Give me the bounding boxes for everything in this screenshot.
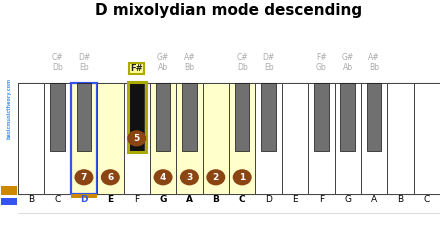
Bar	[182, 83, 197, 151]
Bar	[341, 83, 355, 151]
Text: 5: 5	[134, 134, 140, 143]
Text: F: F	[134, 195, 139, 204]
Text: D#: D#	[78, 53, 90, 62]
Bar	[18, 83, 44, 194]
Bar	[261, 83, 276, 151]
Circle shape	[74, 169, 93, 185]
Text: F#: F#	[130, 64, 143, 73]
Text: A: A	[186, 195, 193, 204]
Bar	[308, 83, 334, 194]
Bar	[334, 83, 361, 194]
Text: A#: A#	[183, 53, 195, 62]
Circle shape	[233, 169, 252, 185]
Text: 6: 6	[107, 173, 114, 182]
Bar	[129, 83, 144, 151]
Circle shape	[101, 169, 120, 185]
Text: G: G	[159, 195, 167, 204]
Bar	[71, 194, 97, 198]
Text: E: E	[292, 195, 298, 204]
Text: A: A	[371, 195, 377, 204]
Circle shape	[180, 169, 199, 185]
Text: A#: A#	[368, 53, 380, 62]
Text: 1: 1	[239, 173, 246, 182]
Text: C: C	[239, 195, 246, 204]
Bar	[203, 83, 229, 194]
Text: G: G	[344, 195, 351, 204]
Text: B: B	[397, 195, 403, 204]
Text: Db: Db	[52, 63, 63, 72]
Text: C#: C#	[52, 53, 63, 62]
Bar	[71, 83, 97, 194]
Circle shape	[154, 169, 172, 185]
Bar	[50, 83, 65, 151]
Bar	[97, 83, 124, 194]
Bar	[150, 83, 176, 194]
Bar	[235, 83, 249, 151]
Text: Bb: Bb	[369, 63, 379, 72]
Bar	[44, 83, 71, 194]
Bar	[77, 83, 91, 151]
Circle shape	[127, 130, 146, 146]
Text: C#: C#	[236, 53, 248, 62]
Text: 3: 3	[186, 173, 193, 182]
Text: Db: Db	[237, 63, 248, 72]
Text: 7: 7	[81, 173, 87, 182]
Text: E: E	[107, 195, 114, 204]
Bar	[367, 83, 381, 151]
Text: Ab: Ab	[158, 63, 168, 72]
Bar	[18, 83, 440, 194]
Bar	[1, 186, 17, 195]
Bar	[156, 83, 170, 151]
Text: F#: F#	[316, 53, 326, 62]
Bar	[387, 83, 414, 194]
Bar	[255, 83, 282, 194]
Bar	[361, 83, 387, 194]
Text: B: B	[213, 195, 219, 204]
Bar	[314, 83, 329, 151]
Bar	[1, 198, 17, 205]
Text: C: C	[55, 195, 61, 204]
Text: Eb: Eb	[79, 63, 89, 72]
Text: Gb: Gb	[316, 63, 326, 72]
Text: B: B	[28, 195, 34, 204]
Bar	[282, 83, 308, 194]
Bar	[128, 82, 146, 152]
Text: D#: D#	[262, 53, 275, 62]
Text: 2: 2	[213, 173, 219, 182]
Bar	[229, 83, 255, 194]
Text: G#: G#	[341, 53, 354, 62]
Text: D: D	[265, 195, 272, 204]
Text: D mixolydian mode descending: D mixolydian mode descending	[95, 3, 363, 18]
Text: Eb: Eb	[264, 63, 273, 72]
Circle shape	[206, 169, 225, 185]
Bar	[414, 83, 440, 194]
Text: F: F	[319, 195, 324, 204]
Text: G#: G#	[157, 53, 169, 62]
Text: Bb: Bb	[184, 63, 194, 72]
Bar	[124, 83, 150, 194]
Text: 4: 4	[160, 173, 166, 182]
Text: Ab: Ab	[343, 63, 353, 72]
Text: basicmusictheory.com: basicmusictheory.com	[7, 77, 11, 139]
Bar	[176, 83, 203, 194]
Text: D: D	[80, 195, 88, 204]
Text: C: C	[424, 195, 430, 204]
